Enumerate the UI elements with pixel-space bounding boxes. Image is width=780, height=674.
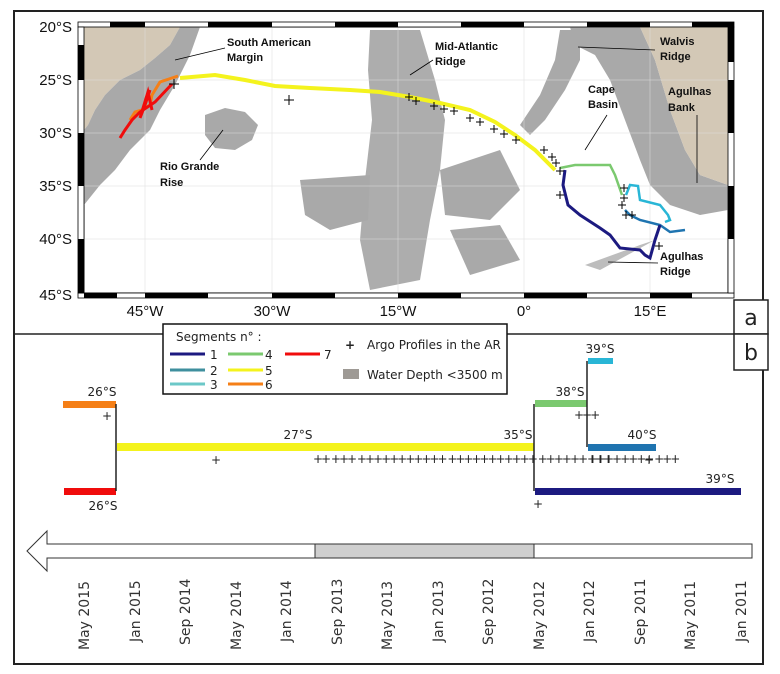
- feature-labels: South American Margin Mid-Atlantic Ridge…: [160, 36, 711, 278]
- track-segment-2: [624, 209, 686, 234]
- label-agulhas-bank: Agulhas: [668, 86, 711, 98]
- longitude-axis: 45°W 30°W 15°W 0° 15°E: [127, 303, 667, 320]
- argo-symbol-icon: +: [345, 338, 355, 352]
- rio-grande-rise-shape: [205, 108, 258, 150]
- bar-segment-6: [63, 401, 116, 408]
- svg-text:26°S: 26°S: [89, 499, 118, 513]
- svg-text:+: +: [102, 409, 112, 423]
- svg-text:Ridge: Ridge: [660, 266, 691, 278]
- svg-text:27°S: 27°S: [284, 428, 313, 442]
- svg-text:39°S: 39°S: [586, 342, 615, 356]
- depth-swatch-icon: [343, 369, 359, 379]
- legend-depth-label: Water Depth <3500 m: [367, 368, 503, 382]
- track-segment-3: [624, 183, 672, 224]
- bar-segment-1: [535, 488, 741, 495]
- svg-text:May 2012: May 2012: [532, 581, 548, 650]
- svg-text:May 2013: May 2013: [380, 581, 396, 650]
- mid-atlantic-ridge-shape: [360, 30, 445, 290]
- panel-b-box: [733, 333, 769, 371]
- map-panel: South American Margin Mid-Atlantic Ridge…: [39, 19, 735, 320]
- svg-text:+: +: [211, 453, 221, 467]
- svg-text:15°W: 15°W: [380, 303, 418, 320]
- legend-argo-label: Argo Profiles in the AR: [367, 338, 501, 352]
- svg-text:40°S: 40°S: [628, 428, 657, 442]
- label-walvis-ridge: Walvis: [660, 36, 694, 48]
- svg-text:26°S: 26°S: [88, 385, 117, 399]
- legend: Segments n° : 1 2 3 4 5 6 7 + Argo Profi…: [162, 323, 508, 395]
- label-south-american-margin: South American: [227, 37, 311, 49]
- track-segment-4: [559, 163, 624, 196]
- panel-label-a: a: [744, 306, 757, 331]
- svg-text:45°S: 45°S: [39, 287, 72, 304]
- africa-land: [640, 27, 728, 185]
- svg-text:Sep 2013: Sep 2013: [330, 579, 346, 645]
- svg-text:1: 1: [210, 348, 218, 362]
- svg-text:Sep 2014: Sep 2014: [178, 578, 194, 645]
- latitude-axis: 20°S 25°S 30°S 35°S 40°S 45°S: [39, 19, 72, 304]
- svg-text:20°S: 20°S: [39, 19, 72, 36]
- map-border: [77, 21, 735, 299]
- svg-text:30°W: 30°W: [254, 303, 292, 320]
- panel-label-b: b: [744, 341, 758, 366]
- svg-text:Bank: Bank: [668, 102, 696, 114]
- label-cape-basin: Cape: [588, 84, 615, 96]
- svg-text:35°S: 35°S: [504, 428, 533, 442]
- legend-title: Segments n° :: [176, 330, 262, 344]
- svg-text:3: 3: [210, 378, 218, 392]
- svg-text:30°S: 30°S: [39, 125, 72, 142]
- south-america-land: [84, 27, 180, 130]
- track-segment-7: [118, 82, 174, 139]
- argo-profile-markers: [169, 79, 663, 250]
- svg-text:Jan 2015: Jan 2015: [128, 580, 144, 643]
- argo-ticks-seg5: ++ +++ +++++++++++ +++++++++++ ++++++ ++…: [313, 452, 679, 466]
- svg-text:Rise: Rise: [160, 177, 183, 189]
- svg-text:Jan 2014: Jan 2014: [279, 580, 295, 643]
- svg-text:40°S: 40°S: [39, 231, 72, 248]
- svg-text:6: 6: [265, 378, 273, 392]
- svg-text:+: +: [533, 497, 543, 511]
- svg-text:5: 5: [265, 364, 273, 378]
- svg-text:+: +: [644, 453, 654, 467]
- time-shaded-range: [314, 543, 535, 559]
- svg-text:0°: 0°: [517, 303, 531, 320]
- svg-text:45°W: 45°W: [127, 303, 165, 320]
- svg-text:Jan 2013: Jan 2013: [431, 580, 447, 643]
- svg-text:2: 2: [210, 364, 218, 378]
- label-agulhas-ridge: Agulhas: [660, 251, 703, 263]
- svg-text:May 2011: May 2011: [683, 581, 699, 650]
- svg-text:7: 7: [324, 348, 332, 362]
- bar-segment-7: [64, 488, 116, 495]
- svg-text:+++: +++: [587, 452, 612, 466]
- label-mid-atlantic-ridge: Mid-Atlantic: [435, 41, 498, 53]
- svg-text:Jan 2012: Jan 2012: [582, 580, 598, 643]
- timeline-panel: 26°S + 26°S 27°S 35°S + ++ +++ +++++++++…: [26, 342, 753, 650]
- svg-text:38°S: 38°S: [556, 385, 585, 399]
- africa-shelf: [570, 27, 728, 215]
- bar-segment-2: [588, 444, 656, 451]
- date-axis: May 2015 Jan 2015 Sep 2014 May 2014 Jan …: [77, 578, 750, 650]
- svg-text:May 2014: May 2014: [229, 581, 245, 650]
- track-segment-1: [561, 169, 662, 261]
- svg-text:4: 4: [265, 348, 273, 362]
- bar-segment-5: [117, 443, 534, 451]
- svg-text:35°S: 35°S: [39, 178, 72, 195]
- svg-text:25°S: 25°S: [39, 72, 72, 89]
- svg-text:Jan 2011: Jan 2011: [734, 580, 750, 643]
- bar-segment-3: [588, 358, 613, 364]
- svg-text:Sep 2011: Sep 2011: [633, 579, 649, 645]
- svg-text:Basin: Basin: [588, 99, 618, 111]
- svg-text:15°E: 15°E: [634, 303, 667, 320]
- svg-text:Sep 2012: Sep 2012: [481, 579, 497, 645]
- svg-text:Margin: Margin: [227, 52, 263, 64]
- svg-text:May 2015: May 2015: [77, 581, 93, 650]
- label-rio-grande-rise: Rio Grande: [160, 161, 219, 173]
- svg-text:39°S: 39°S: [706, 472, 735, 486]
- bar-segment-4: [535, 400, 587, 407]
- svg-text:Ridge: Ridge: [660, 51, 691, 63]
- svg-text:Ridge: Ridge: [435, 56, 466, 68]
